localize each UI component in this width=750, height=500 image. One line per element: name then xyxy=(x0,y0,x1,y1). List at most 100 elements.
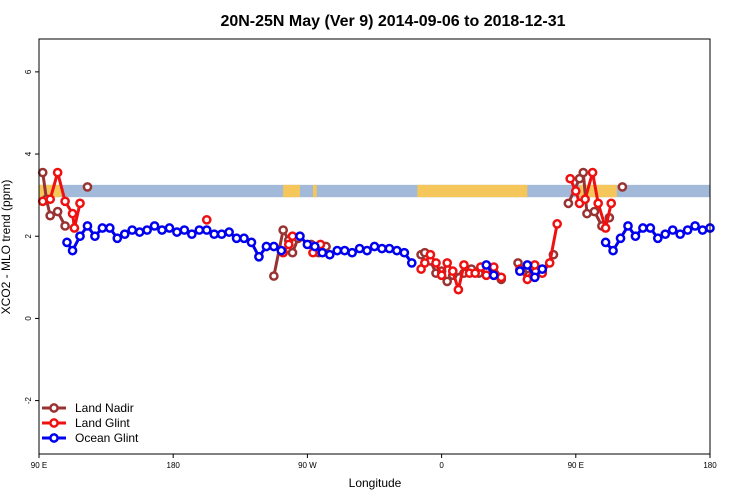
x-tick-label: 0 xyxy=(439,461,444,470)
data-point xyxy=(269,241,279,252)
data-point xyxy=(529,260,540,270)
data-point xyxy=(283,239,294,250)
data-point xyxy=(179,225,190,235)
data-point xyxy=(552,219,563,229)
data-point xyxy=(231,233,242,244)
data-point xyxy=(112,233,123,244)
land-strip xyxy=(39,184,710,198)
data-point xyxy=(399,247,410,258)
data-point xyxy=(75,231,85,242)
data-point xyxy=(600,237,611,248)
data-point xyxy=(287,247,298,258)
data-point xyxy=(645,223,656,233)
data-point xyxy=(481,260,492,270)
data-point xyxy=(377,243,387,254)
data-point xyxy=(354,243,365,254)
land-segment-1 xyxy=(283,184,300,198)
data-point xyxy=(570,186,581,196)
data-point xyxy=(186,229,197,240)
x-axis-label: Longitude xyxy=(349,476,402,490)
data-point xyxy=(324,249,335,260)
legend-swatch-marker xyxy=(49,433,59,443)
data-point xyxy=(488,270,499,281)
land-segment-2 xyxy=(312,184,317,198)
data-point xyxy=(90,231,100,242)
data-point xyxy=(194,225,205,235)
data-point xyxy=(82,182,93,192)
series-layer xyxy=(37,167,715,295)
data-point xyxy=(617,182,628,192)
chart-title: 20N-25N May (Ver 9) 2014-09-06 to 2018-1… xyxy=(220,13,565,30)
data-point xyxy=(60,221,70,231)
data-point xyxy=(442,276,453,287)
data-point xyxy=(587,167,598,178)
data-point xyxy=(295,231,305,242)
data-point xyxy=(425,249,436,260)
data-point xyxy=(615,233,626,244)
data-point xyxy=(623,221,633,231)
data-point xyxy=(45,194,56,205)
data-point xyxy=(209,229,220,240)
y-axis-label: XCO2 - MLO trend (ppm) xyxy=(0,180,13,315)
data-point xyxy=(606,198,617,209)
data-point xyxy=(142,225,152,235)
data-point xyxy=(104,223,115,233)
data-point xyxy=(660,229,671,240)
y-tick-label: 2 xyxy=(24,233,33,238)
data-point xyxy=(69,223,80,233)
data-point xyxy=(447,266,458,277)
data-point xyxy=(638,223,648,233)
data-point xyxy=(201,225,212,235)
data-point xyxy=(134,227,145,237)
data-point xyxy=(459,260,469,270)
y-tick-label: -2 xyxy=(24,396,33,404)
data-point xyxy=(563,198,574,209)
data-point xyxy=(347,247,357,258)
data-point xyxy=(690,221,700,231)
data-point xyxy=(172,227,182,237)
data-point xyxy=(224,227,234,237)
data-point xyxy=(164,223,175,233)
legend-label: Land Nadir xyxy=(75,401,134,415)
data-point xyxy=(582,208,592,219)
data-point xyxy=(269,271,279,281)
data-point xyxy=(310,241,320,252)
data-point xyxy=(481,270,492,281)
data-point xyxy=(600,223,611,233)
data-point xyxy=(442,258,453,268)
data-point xyxy=(278,225,289,235)
y-tick-label: 6 xyxy=(24,69,33,74)
data-point xyxy=(201,214,212,225)
data-point xyxy=(697,225,708,235)
y-tick-label: 4 xyxy=(24,151,33,156)
data-point xyxy=(580,194,590,205)
data-point xyxy=(630,231,641,242)
x-tick-label: 90 W xyxy=(298,461,317,470)
data-point xyxy=(537,264,548,274)
data-point xyxy=(67,245,78,256)
series-ocean-glint xyxy=(62,221,715,283)
data-point xyxy=(419,258,430,268)
data-point xyxy=(216,229,227,240)
y-tick-label: 0 xyxy=(24,316,33,321)
data-point xyxy=(332,245,343,256)
legend-label: Land Glint xyxy=(75,416,130,430)
data-point xyxy=(682,225,693,235)
data-point xyxy=(97,223,108,233)
data-point xyxy=(667,225,678,235)
data-point xyxy=(119,229,130,240)
data-point xyxy=(127,225,138,235)
data-point xyxy=(522,260,533,270)
data-point xyxy=(652,233,663,244)
data-point xyxy=(436,270,447,281)
data-point xyxy=(82,221,93,231)
x-tick-label: 90 E xyxy=(31,461,47,470)
land-segment-3 xyxy=(417,184,528,198)
data-point xyxy=(453,284,464,295)
data-point xyxy=(52,206,63,217)
data-point xyxy=(239,233,249,244)
data-point xyxy=(157,225,167,235)
data-point xyxy=(496,272,507,283)
